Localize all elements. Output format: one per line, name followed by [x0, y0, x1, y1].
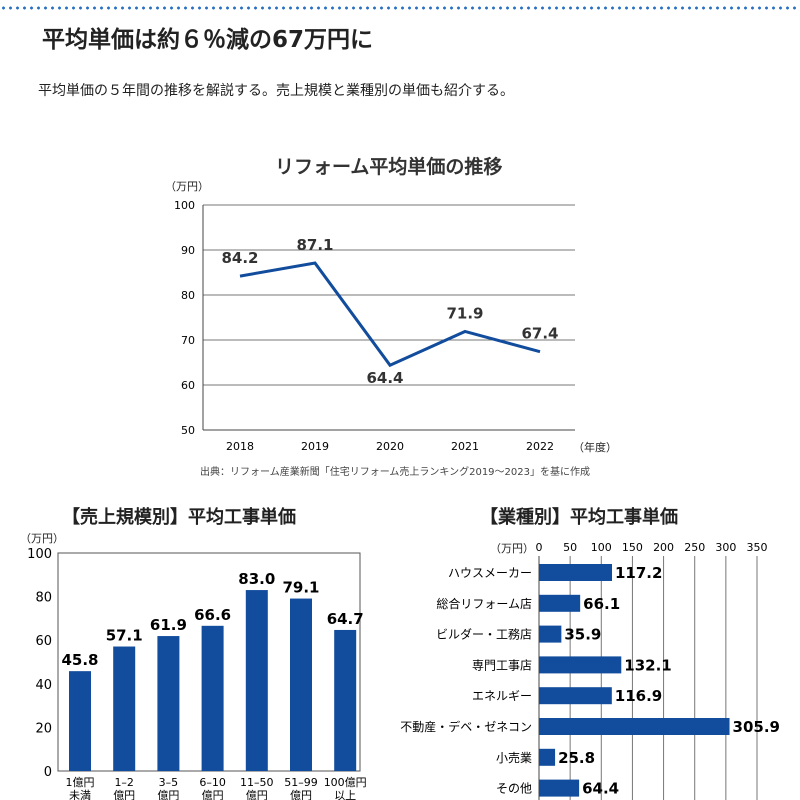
- x-tick-label: 億円: [113, 789, 135, 800]
- size-chart-title: 【売上規模別】平均工事単価: [62, 507, 296, 528]
- bar: [539, 779, 580, 797]
- y-tick-label: 総合リフォーム店: [436, 596, 532, 611]
- x-tick-label: 億円: [290, 789, 312, 800]
- y-tick-label: 50: [181, 424, 195, 437]
- industry-chart-unit: （万円）: [490, 542, 534, 555]
- data-label: 132.1: [624, 656, 671, 674]
- bar: [539, 748, 556, 766]
- lead-text: 平均単価の５年間の推移を解説する。売上規模と業種別の単価も紹介する。: [38, 83, 514, 99]
- x-tick-label: 1億円: [66, 776, 95, 789]
- data-label: 83.0: [238, 570, 275, 588]
- x-tick-label: 300: [715, 541, 736, 554]
- bar: [539, 594, 581, 612]
- bar: [69, 671, 91, 771]
- x-tick-label: 億円: [157, 789, 179, 800]
- data-label: 25.8: [558, 749, 595, 767]
- data-label: 66.1: [583, 595, 620, 613]
- x-tick-label: 100: [591, 541, 612, 554]
- bar: [113, 646, 136, 771]
- page-title: 平均単価は約６％減の67万円に: [42, 27, 374, 53]
- x-tick-label: 億円: [202, 789, 224, 800]
- x-tick-label: 350: [747, 541, 768, 554]
- line-chart-title: リフォーム平均単価の推移: [275, 156, 503, 178]
- x-tick-label: 0: [536, 541, 543, 554]
- y-tick-label: エネルギー: [472, 689, 532, 703]
- y-tick-label: その他: [496, 782, 532, 796]
- y-tick-label: 0: [44, 765, 52, 780]
- x-tick-label: 2020: [376, 440, 404, 453]
- x-tick-label: 200: [653, 541, 674, 554]
- y-tick-label: 90: [181, 244, 195, 257]
- x-tick-label: 2018: [226, 440, 254, 453]
- data-label: 87.1: [296, 236, 333, 254]
- bar: [539, 564, 612, 581]
- bar: [539, 656, 622, 674]
- line-chart-xlabel: （年度）: [573, 441, 617, 454]
- line-chart-unit: （万円）: [165, 180, 209, 193]
- series-line: [239, 261, 541, 368]
- data-label: 45.8: [61, 651, 98, 669]
- y-tick-label: 小売業: [496, 750, 532, 765]
- x-tick-label: 2019: [301, 440, 329, 453]
- bar: [539, 687, 612, 705]
- y-tick-label: 70: [181, 334, 195, 347]
- bar: [157, 636, 180, 771]
- y-tick-label: 20: [35, 721, 52, 736]
- data-label: 57.1: [106, 627, 143, 645]
- y-tick-label: 専門工事店: [472, 658, 532, 672]
- data-label: 64.4: [582, 780, 619, 798]
- y-tick-label: 80: [181, 289, 195, 302]
- y-tick-label: 60: [181, 379, 195, 392]
- bar: [334, 629, 357, 771]
- dotted-divider: [0, 6, 800, 10]
- x-tick-label: 6–10: [199, 776, 226, 789]
- data-label: 117.2: [615, 564, 662, 582]
- data-label: 84.2: [221, 249, 258, 267]
- x-tick-label: 億円: [246, 789, 268, 800]
- source-note: 出典：リフォーム産業新聞「住宅リフォーム売上ランキング2019～2023」を基に…: [200, 467, 590, 478]
- x-tick-label: 2022: [526, 440, 554, 453]
- data-label: 71.9: [446, 304, 483, 322]
- size-chart-unit: （万円）: [20, 532, 64, 545]
- x-tick-label: 11–50: [240, 776, 274, 789]
- y-tick-label: 40: [35, 678, 52, 693]
- bar: [201, 625, 224, 771]
- bar: [290, 598, 312, 771]
- y-tick-label: ハウスメーカー: [448, 566, 532, 580]
- y-tick-label: 60: [35, 634, 52, 649]
- bar: [245, 590, 268, 771]
- data-label: 64.4: [366, 369, 403, 387]
- x-tick-label: 50: [563, 541, 577, 554]
- x-tick-label: 150: [622, 541, 643, 554]
- x-tick-label: 3–5: [159, 776, 179, 789]
- x-tick-label: 100億円: [324, 776, 367, 789]
- data-label: 67.4: [521, 325, 558, 343]
- y-tick-label: 80: [35, 591, 52, 606]
- x-tick-label: 2021: [451, 440, 479, 453]
- data-label: 116.9: [615, 687, 662, 705]
- industry-chart-title: 【業種別】平均工事単価: [480, 507, 678, 528]
- x-tick-label: 51–99: [284, 776, 318, 789]
- data-label: 64.7: [327, 610, 364, 628]
- y-tick-label: 不動産・デベ・ゼネコン: [400, 719, 532, 734]
- x-tick-label: 未満: [69, 789, 91, 800]
- y-tick-label: 100: [27, 547, 52, 562]
- x-tick-label: 1–2: [114, 776, 134, 789]
- y-tick-label: 100: [174, 199, 195, 212]
- data-label: 66.6: [194, 606, 231, 624]
- x-tick-label: 以上: [334, 789, 356, 800]
- bar: [539, 625, 562, 643]
- y-tick-label: ビルダー・工務店: [436, 627, 532, 642]
- data-label: 35.9: [564, 626, 601, 644]
- x-tick-label: 250: [684, 541, 705, 554]
- bar: [539, 718, 730, 735]
- data-label: 61.9: [150, 616, 187, 634]
- data-label: 79.1: [282, 579, 319, 597]
- data-label: 305.9: [733, 718, 780, 736]
